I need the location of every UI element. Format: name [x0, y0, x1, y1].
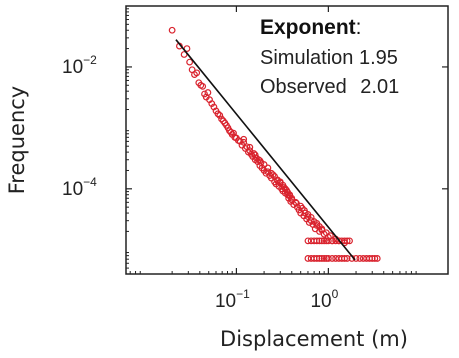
y-tick-exponent: −2 [83, 53, 97, 67]
x-tick-exponent: −1 [236, 287, 250, 301]
scatter-point [320, 237, 328, 245]
scatter-point [193, 69, 201, 77]
annotation-observed-label: Observed [260, 76, 347, 98]
scatter-point [316, 237, 323, 245]
scatter-point [320, 255, 328, 262]
scatter-point [204, 89, 212, 96]
x-tick-base: 10 [215, 291, 236, 312]
x-tick-base: 10 [310, 291, 331, 312]
scatter-point [264, 164, 272, 172]
scatter-point [316, 255, 323, 262]
scatter-point [318, 237, 326, 245]
y-tick-labels: 10−210−4 [62, 53, 97, 200]
axis-ticks [126, 6, 448, 274]
annotation-title-colon: : [356, 16, 362, 39]
scatter-point [269, 171, 277, 179]
svg-text:Observed 2.01: Observed 2.01 [260, 76, 399, 98]
scatter-point [251, 151, 259, 159]
scatter-point [307, 217, 315, 225]
svg-text:Exponent:: Exponent: [260, 16, 362, 39]
annotation-simulation-value: 1.95 [359, 47, 398, 69]
scatter-point [343, 237, 351, 245]
scatter-point [216, 112, 224, 119]
annotation-title: Exponent [260, 16, 356, 39]
scatter-point [324, 255, 332, 262]
scatter-point [180, 51, 188, 58]
scatter-point [168, 26, 176, 34]
scatter-point [240, 138, 248, 146]
y-tick-label: 10−2 [62, 53, 97, 78]
scatter-point [260, 161, 268, 168]
x-tick-labels: 10−1 100 [215, 287, 339, 312]
scatter-point [318, 225, 326, 233]
x-tick-label: 100 [310, 287, 338, 312]
scatter-point [373, 255, 381, 262]
scatter-point [264, 168, 272, 176]
annotation-simulation-label: Simulation [260, 47, 353, 69]
scatter-point [236, 137, 244, 145]
scatter-point [328, 237, 336, 245]
scatter-point [356, 255, 364, 262]
scatter-point [324, 233, 332, 241]
scatter-point [324, 237, 332, 245]
scatter-point [341, 255, 348, 262]
plot-frame [125, 5, 449, 275]
y-tick-base: 10 [62, 57, 83, 78]
svg-text:Simulation 1.95: Simulation 1.95 [260, 47, 398, 69]
scatter-point [313, 237, 321, 245]
x-axis-title: Displacement (m) [220, 327, 408, 351]
annotation-observed-value: 2.01 [360, 76, 399, 98]
fit-line-group [175, 39, 356, 261]
scatter-point [218, 115, 225, 123]
scatter-point [297, 202, 305, 210]
x-tick-label: 10−1 [215, 287, 250, 312]
y-tick-label: 10−4 [62, 175, 97, 200]
y-tick-exponent: −4 [83, 175, 97, 189]
scatter-point [246, 143, 254, 151]
scatter-point [328, 255, 336, 262]
scatter-point [230, 129, 237, 137]
scatter-point [346, 237, 353, 245]
y-tick-base: 10 [62, 179, 83, 200]
scatter-point [318, 255, 326, 262]
scatter-point [313, 255, 321, 262]
scatter-point [371, 255, 379, 262]
scatter-point [343, 255, 351, 262]
y-axis-title: Frequency [5, 86, 29, 195]
scatter-point [341, 237, 348, 245]
scatter-point [240, 135, 248, 143]
scatter-point [301, 207, 308, 214]
scatter-point [256, 157, 264, 165]
scatter-point [368, 255, 376, 262]
scatter-point [288, 196, 296, 204]
scatter-point [214, 110, 222, 118]
exponent-annotation: Exponent: Simulation 1.95 Observed 2.01 [260, 16, 399, 98]
fit-line [175, 39, 356, 261]
x-tick-exponent: 0 [332, 287, 339, 301]
scatter-point [186, 58, 194, 66]
plot-area [125, 5, 449, 275]
scatter-point [199, 82, 207, 90]
scatter-series [168, 26, 381, 262]
